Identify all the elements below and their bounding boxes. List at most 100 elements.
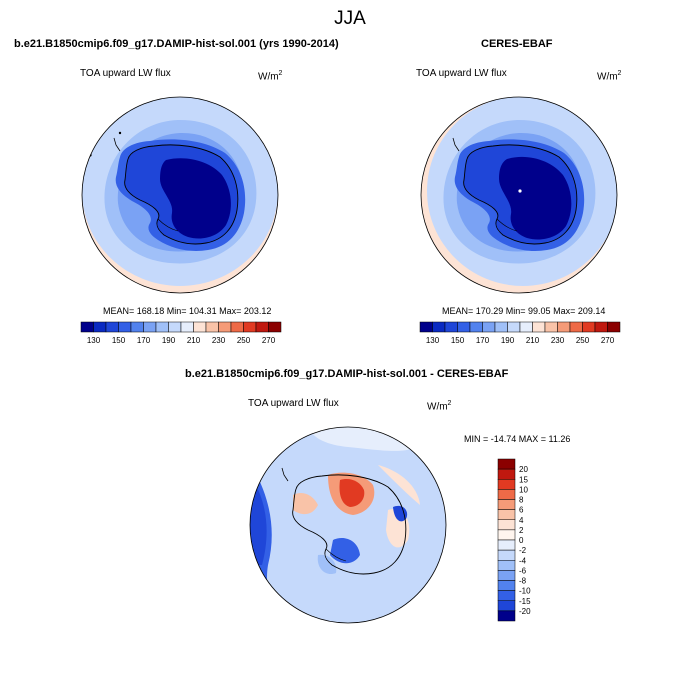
map2-missing-pole [518, 189, 522, 193]
map-1 [82, 97, 278, 293]
colorbar-swatch [497, 570, 516, 581]
colorbar-swatch [243, 321, 257, 333]
colorbar-swatch [143, 321, 157, 333]
map3-peninsula [281, 467, 289, 482]
panel3-units: W/m2 [427, 400, 452, 413]
colorbar-swatch [497, 610, 516, 622]
colorbar-swatch [255, 321, 269, 333]
colorbar-swatch [118, 321, 132, 333]
colorbar-label: 2 [519, 526, 524, 535]
colorbar-label: -8 [519, 577, 527, 586]
panel1-stats: MEAN= 168.18 Min= 104.31 Max= 203.12 [103, 306, 272, 316]
colorbar-swatch [507, 321, 521, 333]
map3-negative-west-core [250, 480, 267, 565]
colorbar-swatch [469, 321, 483, 333]
panel1-variable: TOA upward LW flux [80, 68, 171, 79]
figure-title: JJA [334, 8, 366, 29]
colorbar-swatch [168, 321, 182, 333]
map3-band-bg [250, 427, 446, 623]
colorbar-label: 250 [237, 336, 251, 345]
map1-land-speck-2 [118, 131, 122, 135]
map3-coastline [292, 474, 407, 575]
colorbar-label: -2 [519, 546, 527, 555]
colorbar-label: 10 [519, 485, 528, 494]
colorbar-swatch [582, 321, 596, 333]
colorbar-swatch [444, 321, 458, 333]
colorbar-label: 130 [87, 336, 101, 345]
map-2 [421, 97, 617, 293]
map2-band-6 [499, 156, 572, 240]
colorbar-swatch [218, 321, 232, 333]
colorbar-label: 4 [519, 516, 524, 525]
map1-peninsula [113, 137, 121, 152]
colorbar-swatch [607, 321, 621, 333]
panel2-variable: TOA upward LW flux [416, 68, 507, 79]
colorbar-label: 210 [187, 336, 201, 345]
colorbar-swatch [130, 321, 144, 333]
map3-negative-ross [330, 537, 360, 564]
map3-negative-east [393, 505, 408, 522]
map3-outline [249, 426, 447, 624]
colorbar-swatch [497, 468, 516, 480]
panel1-units: W/m2 [258, 70, 283, 83]
colorbar-swatch [497, 580, 516, 591]
map3-positive-peninsula [293, 493, 318, 515]
colorbar-swatch [482, 321, 496, 333]
map2-outline [420, 96, 618, 294]
colorbar-label: 15 [519, 475, 528, 484]
colorbar-swatch [497, 479, 516, 490]
colorbar-swatch [532, 321, 546, 333]
colorbar-swatch [497, 590, 516, 601]
colorbar-label: 270 [262, 336, 276, 345]
panel3-title: b.e21.B1850cmip6.f09_g17.DAMIP-hist-sol.… [185, 368, 509, 380]
colorbar-swatch [419, 321, 433, 333]
colorbar-swatch [432, 321, 446, 333]
map1-outline [81, 96, 279, 294]
colorbar-swatch [268, 321, 282, 333]
map1-ross-ice-shelf [157, 218, 179, 232]
colorbar-swatch [519, 321, 533, 333]
colorbar-label: 190 [162, 336, 176, 345]
colorbar-swatch [557, 321, 571, 333]
map3-ross-ice-shelf [325, 548, 347, 562]
colorbar-label: 6 [519, 506, 524, 515]
colorbar-label: 0 [519, 536, 524, 545]
colorbar-label: -10 [519, 587, 531, 596]
colorbar-swatch [105, 321, 119, 333]
colorbar-swatch [497, 489, 516, 500]
colorbar-swatch [497, 458, 516, 470]
map3-positive-ne [378, 465, 420, 505]
colorbar-label: -20 [519, 607, 531, 616]
colorbar-swatch [457, 321, 471, 333]
colorbar-swatch [497, 499, 516, 510]
panel2-title: CERES-EBAF [481, 38, 553, 50]
colorbar-label: 190 [501, 336, 515, 345]
colorbar-label: 230 [212, 336, 226, 345]
panel2-stats: MEAN= 170.29 Min= 99.05 Max= 209.14 [442, 306, 606, 316]
colorbar-swatch [230, 321, 244, 333]
colorbar-2: 130 150 170 190 210 230 250 270 [419, 321, 621, 345]
panel2-units: W/m2 [597, 70, 622, 83]
colorbar-label: 20 [519, 465, 528, 474]
map3-near-zero-north [308, 427, 418, 451]
map1-coastline [124, 144, 239, 245]
colorbar-1: 130 150 170 190 210 230 250 270 [80, 321, 282, 345]
colorbar-swatch [497, 539, 516, 551]
colorbar-swatch [155, 321, 169, 333]
colorbar-label: 130 [426, 336, 440, 345]
panel3-stats: MIN = -14.74 MAX = 11.26 [464, 434, 571, 444]
colorbar-swatch [497, 509, 516, 520]
colorbar-swatch [497, 560, 516, 571]
map2-peninsula [452, 137, 460, 152]
colorbar-swatch [569, 321, 583, 333]
colorbar-swatch [193, 321, 207, 333]
colorbar-swatch [544, 321, 558, 333]
colorbar-swatch [594, 321, 608, 333]
colorbar-label: 150 [112, 336, 126, 345]
colorbar-label: 170 [476, 336, 490, 345]
colorbar-swatch [180, 321, 194, 333]
colorbar-swatch [497, 519, 516, 531]
map3-negative-ross-outer [317, 554, 337, 575]
